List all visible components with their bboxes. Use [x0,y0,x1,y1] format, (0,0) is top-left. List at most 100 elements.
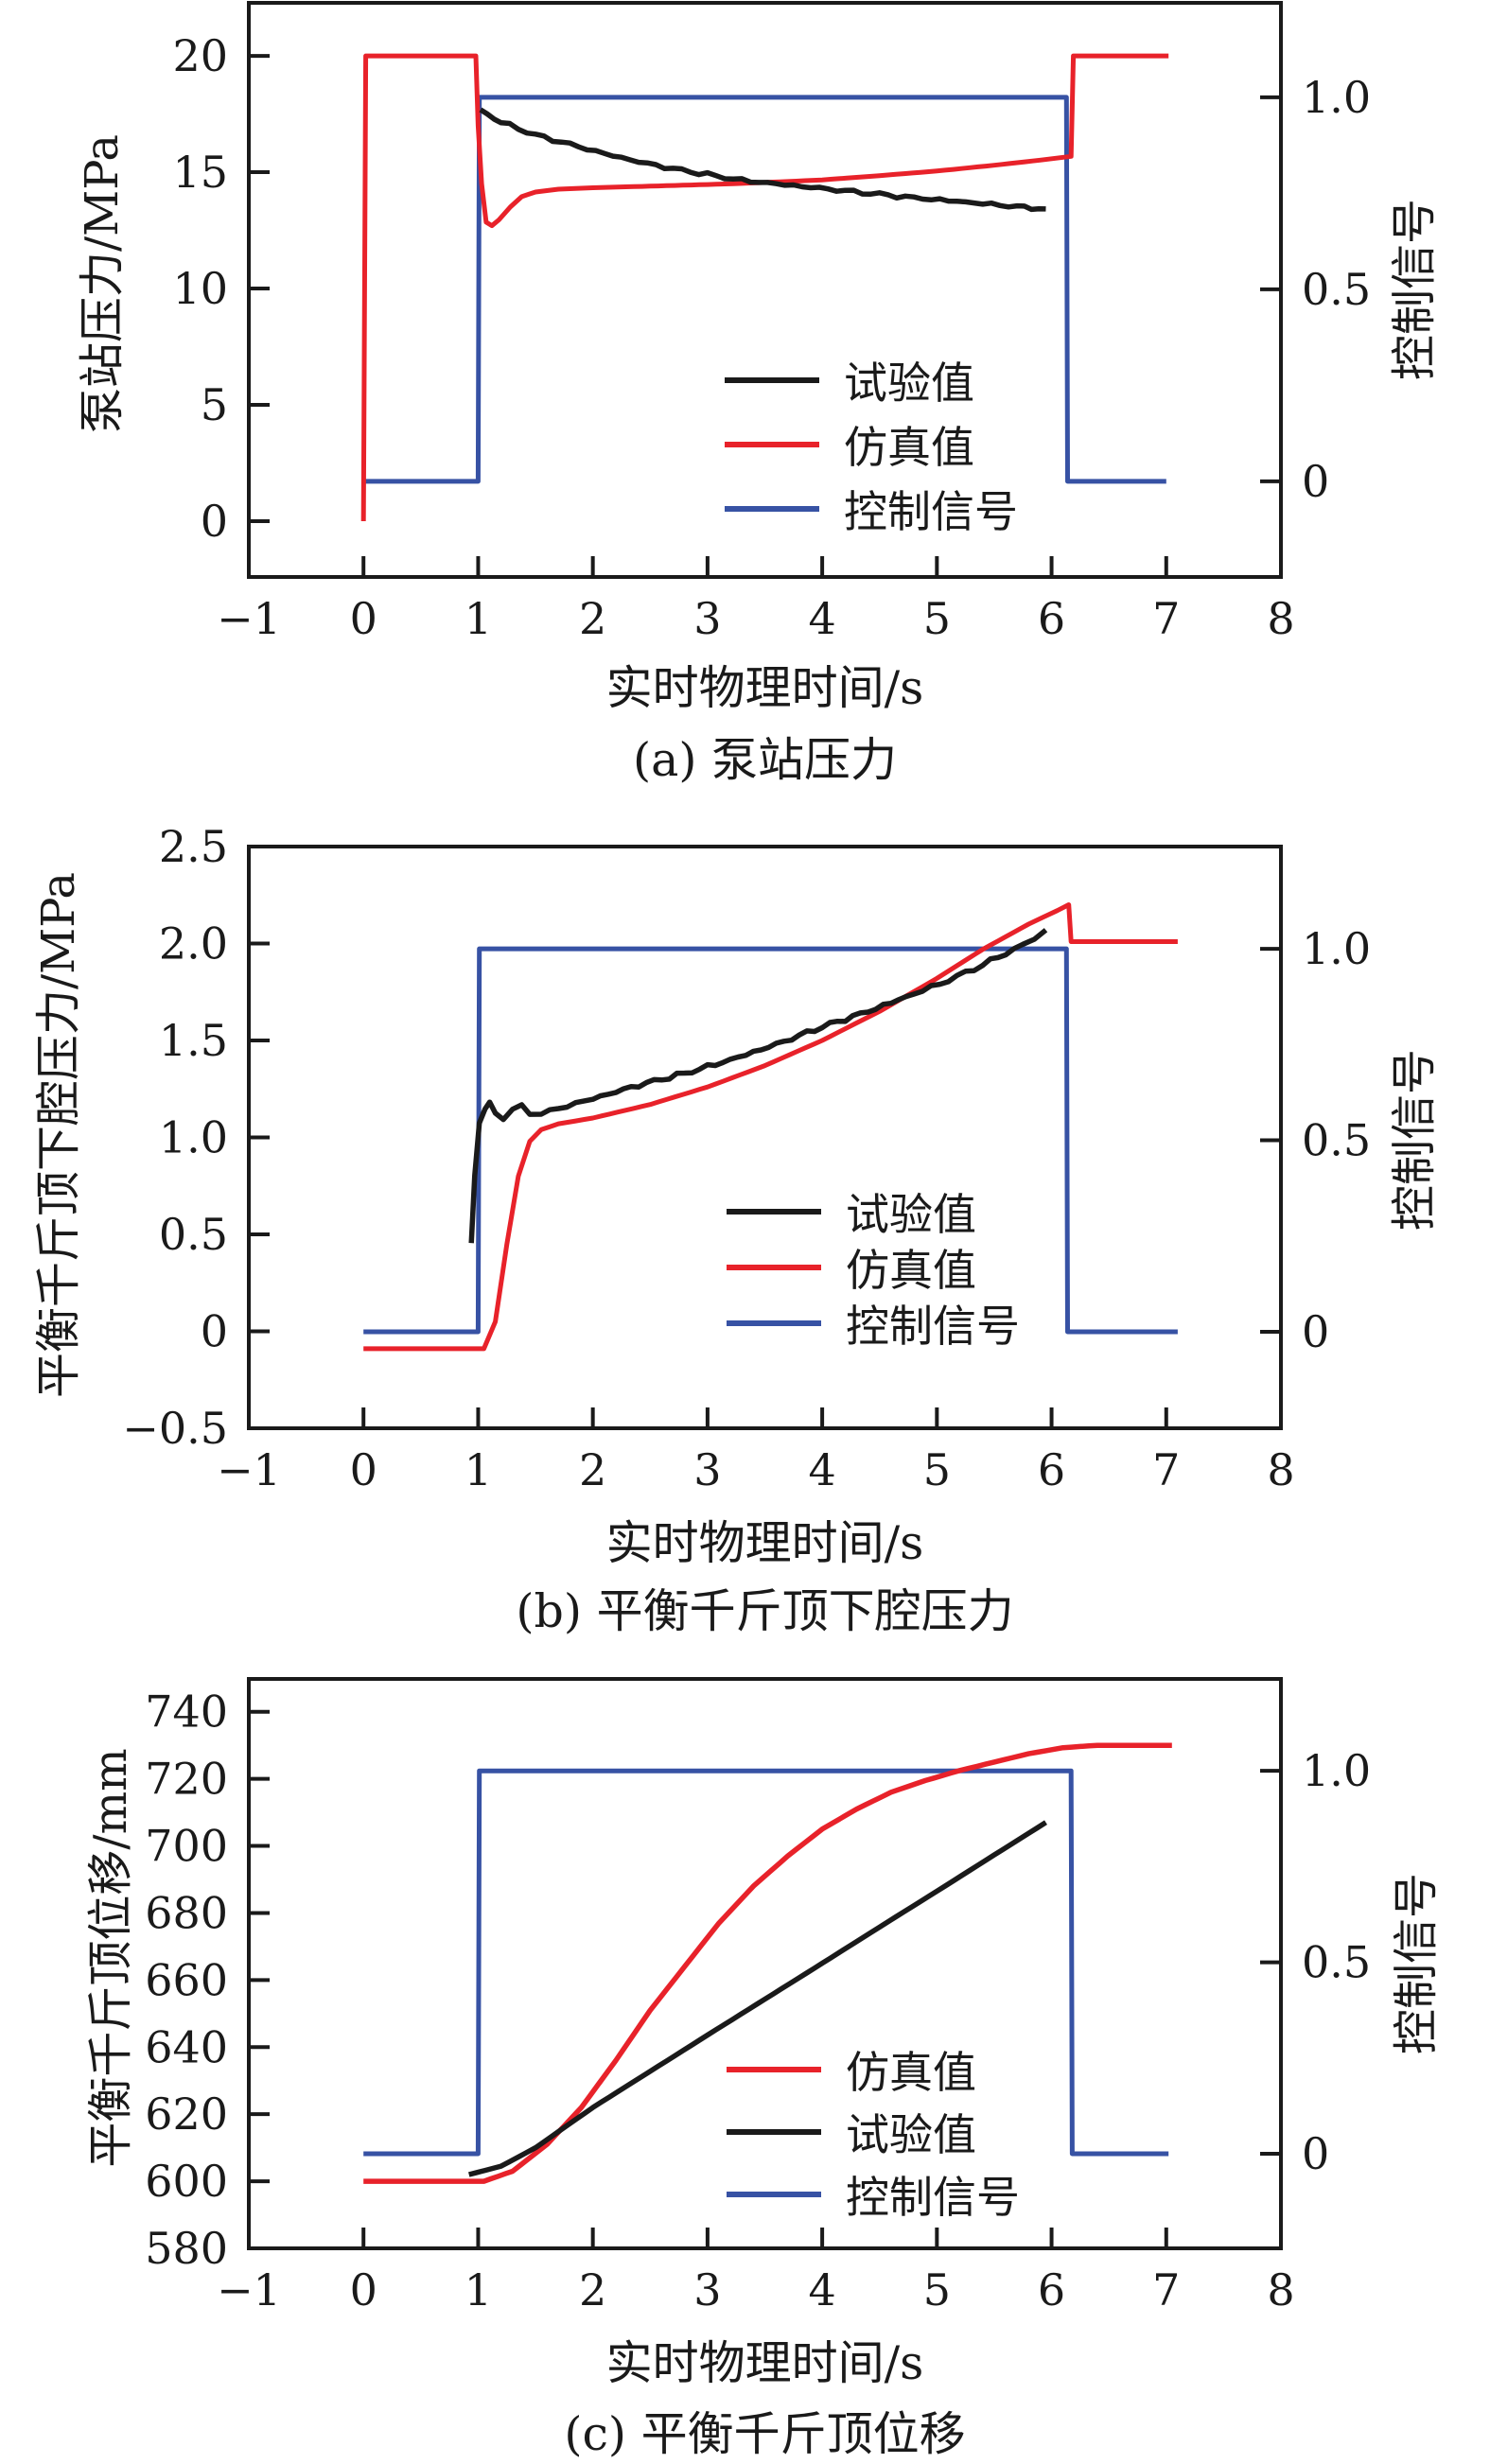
svg-text:−1: −1 [217,2264,281,2315]
svg-text:0: 0 [350,593,377,644]
svg-text:1: 1 [465,2264,492,2315]
chart-a-legend: 试验值 仿真值 控制信号 [725,348,1018,541]
svg-text:8: 8 [1267,593,1294,644]
svg-text:1.5: 1.5 [159,1015,228,1066]
svg-text:1: 1 [465,593,492,644]
svg-text:8: 8 [1267,2264,1294,2315]
svg-text:7: 7 [1152,593,1180,644]
svg-text:5: 5 [923,1444,951,1495]
svg-text:5: 5 [923,2264,951,2315]
svg-text:0.5: 0.5 [1302,1937,1371,1988]
svg-text:680: 680 [145,1887,228,1938]
legend-line-swatch [725,442,819,447]
svg-text:−0.5: −0.5 [122,1403,228,1454]
svg-text:7: 7 [1152,1444,1180,1495]
legend-label: 控制信号 [846,1300,1020,1352]
legend-line-swatch [727,1208,821,1215]
svg-text:1.0: 1.0 [1302,1745,1371,1796]
svg-text:20: 20 [172,30,228,81]
legend-line-swatch [727,2192,821,2197]
chart-c-plot-canvas: −1 0 1 2 3 4 5 6 7 8 580 600 620 640 660 680 700 720 740 0 0… [145,1677,1371,2315]
svg-text:4: 4 [808,593,835,644]
svg-text:2.5: 2.5 [159,823,228,872]
svg-text:0: 0 [1302,456,1329,507]
svg-text:1.0: 1.0 [159,1112,228,1163]
legend-label: 试验值 [846,2109,976,2160]
chart-c-y-axis-title: 平衡千斤顶位移/mm [84,1748,137,2168]
svg-text:1.0: 1.0 [1302,923,1371,974]
chart-a-plot-canvas: −1 0 1 2 3 4 5 6 7 8 0 5 10 15 20 0 0.5 1.0 [172,1,1371,644]
svg-text:0.5: 0.5 [1302,264,1371,315]
svg-text:0: 0 [350,2264,377,2315]
svg-text:720: 720 [145,1754,228,1805]
svg-text:0: 0 [201,1306,228,1357]
legend-line-swatch [725,377,819,383]
svg-text:2: 2 [579,593,606,644]
svg-text:0: 0 [1302,1306,1329,1357]
legend-item: 仿真值 [727,2038,1020,2101]
svg-text:10: 10 [172,263,228,314]
svg-text:660: 660 [145,1954,228,2005]
svg-text:0: 0 [350,1444,377,1495]
svg-text:1.0: 1.0 [1302,72,1371,123]
svg-text:15: 15 [172,147,228,198]
chart-c-legend: 仿真值 试验值 控制信号 [727,2038,1020,2226]
legend-label: 控制信号 [846,2172,1020,2223]
svg-text:0: 0 [201,496,228,547]
svg-text:0.5: 0.5 [159,1209,228,1260]
svg-text:−1: −1 [217,593,281,644]
svg-text:4: 4 [808,2264,835,2315]
legend-label: 仿真值 [846,1244,976,1296]
svg-text:5: 5 [923,593,951,644]
legend-item: 仿真值 [727,1239,1020,1296]
svg-text:2: 2 [579,2264,606,2315]
chart-b-y-axis-title: 平衡千斤顶下腔压力/MPa [32,871,85,1399]
svg-text:6: 6 [1038,593,1065,644]
legend-item: 控制信号 [727,1295,1020,1352]
svg-text:1: 1 [465,1444,492,1495]
svg-text:0: 0 [1302,2128,1329,2179]
svg-text:740: 740 [145,1686,228,1738]
chart-b-legend: 试验值 仿真值 控制信号 [727,1183,1020,1352]
chart-b-right-axis-title: 控制信号 [1388,1048,1441,1232]
chart-a-right-axis-title: 控制信号 [1388,198,1441,381]
legend-label: 试验值 [844,358,974,409]
svg-text:6: 6 [1038,2264,1065,2315]
chart-b-x-axis-title: 实时物理时间/s [605,1516,924,1570]
legend-line-swatch [727,2067,821,2072]
legend-item: 试验值 [727,1183,1020,1240]
legend-item: 控制信号 [725,477,1018,541]
chart-c-right-axis-title: 控制信号 [1390,1872,1443,2055]
svg-text:620: 620 [145,2088,228,2140]
svg-text:5: 5 [201,379,228,430]
legend-line-swatch [727,1264,821,1270]
svg-text:600: 600 [145,2156,228,2207]
svg-text:700: 700 [145,1821,228,1872]
svg-text:640: 640 [145,2021,228,2072]
legend-line-swatch [725,506,819,512]
legend-label: 仿真值 [844,422,974,473]
legend-line-swatch [727,2129,821,2135]
chart-c-caption: (c) 平衡千斤顶位移 [564,2407,966,2461]
legend-item: 试验值 [725,348,1018,412]
svg-text:3: 3 [693,593,721,644]
legend-item: 试验值 [727,2101,1020,2163]
chart-a-x-axis-title: 实时物理时间/s [605,661,924,715]
chart-a-y-axis-title: 泵站压力/MPa [76,133,129,434]
chart-jack-displacement: −1 0 1 2 3 4 5 6 7 8 580 600 620 640 660 680 700 720 740 0 0… [0,1646,1490,2461]
svg-text:0.5: 0.5 [1302,1115,1371,1166]
chart-c-x-axis-title: 实时物理时间/s [605,2336,924,2390]
legend-label: 试验值 [846,1188,976,1240]
chart-jack-lower-chamber-pressure: −1 0 1 2 3 4 5 6 7 8 −0.5 0 0.5 1.0 1.5 2.0 2.5 0 0.5 1.0 平… [0,823,1490,1646]
svg-text:8: 8 [1267,1444,1294,1495]
chart-pump-pressure: −1 0 1 2 3 4 5 6 7 8 0 5 10 15 20 0 0.5 1.0 泵站压力/MPa 控制信号… [0,0,1490,823]
chart-b-plot-canvas: −1 0 1 2 3 4 5 6 7 8 −0.5 0 0.5 1.0 1.5 2.0 2.5 0 0.5 1.0 [122,823,1371,1495]
chart-a-caption: (a) 泵站压力 [632,733,898,787]
svg-text:6: 6 [1038,1444,1065,1495]
svg-text:580: 580 [145,2223,228,2274]
svg-text:2: 2 [579,1444,606,1495]
svg-text:7: 7 [1152,2264,1180,2315]
legend-line-swatch [727,1319,821,1326]
svg-text:−1: −1 [217,1444,281,1495]
